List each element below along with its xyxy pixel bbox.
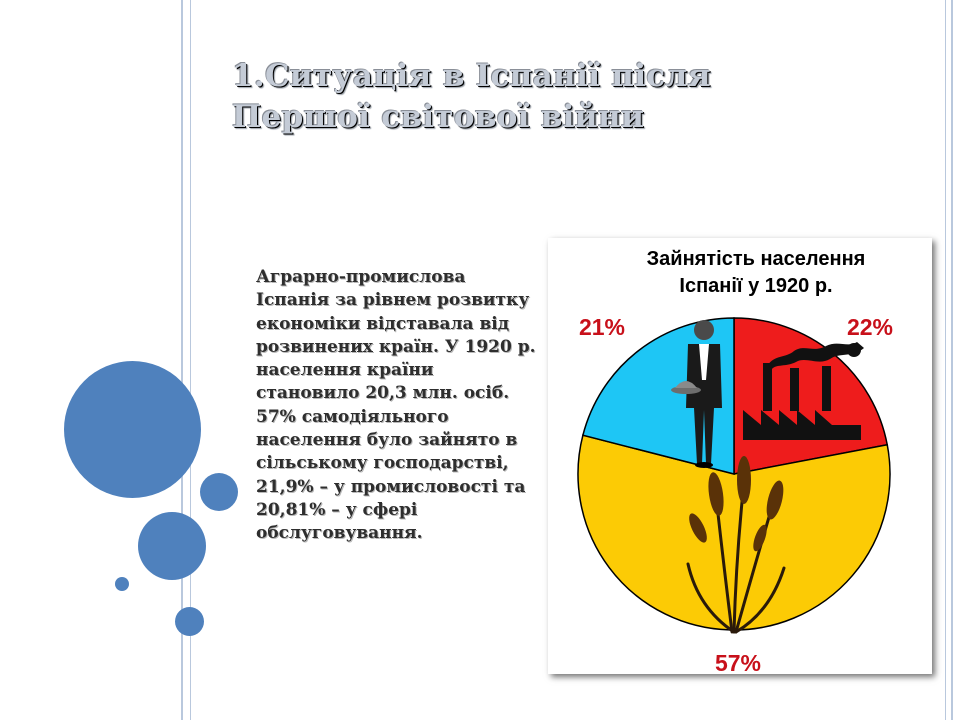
pie-chart-svg: Зайнятість населення Іспанії у 1920 р. — [577, 248, 893, 674]
decor-circle — [175, 607, 204, 636]
chart-title-line1: Зайнятість населення — [647, 248, 866, 270]
chart-title-line2: Іспанії у 1920 р. — [679, 275, 832, 297]
slide-body-text: Аграрно-промислова Іспанія за рівнем роз… — [256, 267, 536, 544]
pie-chart: Зайнятість населення Іспанії у 1920 р. — [548, 238, 932, 674]
decor-circle — [115, 577, 129, 591]
decor-line — [190, 0, 191, 720]
slice-label-industry: 22% — [847, 314, 893, 340]
decor-line — [945, 0, 946, 720]
slice-label-agriculture: 57% — [715, 650, 761, 674]
decor-line — [181, 0, 183, 720]
factory-icon — [743, 342, 864, 440]
slide-title: 1.Ситуація в Іспанії після Першої світов… — [232, 58, 711, 135]
waiter-icon — [671, 320, 722, 468]
decor-circle — [200, 473, 238, 511]
decor-line — [951, 0, 953, 720]
wheat-icon — [686, 456, 786, 634]
decor-circle — [64, 361, 201, 498]
decor-circle — [138, 512, 206, 580]
slice-label-services: 21% — [579, 314, 625, 340]
